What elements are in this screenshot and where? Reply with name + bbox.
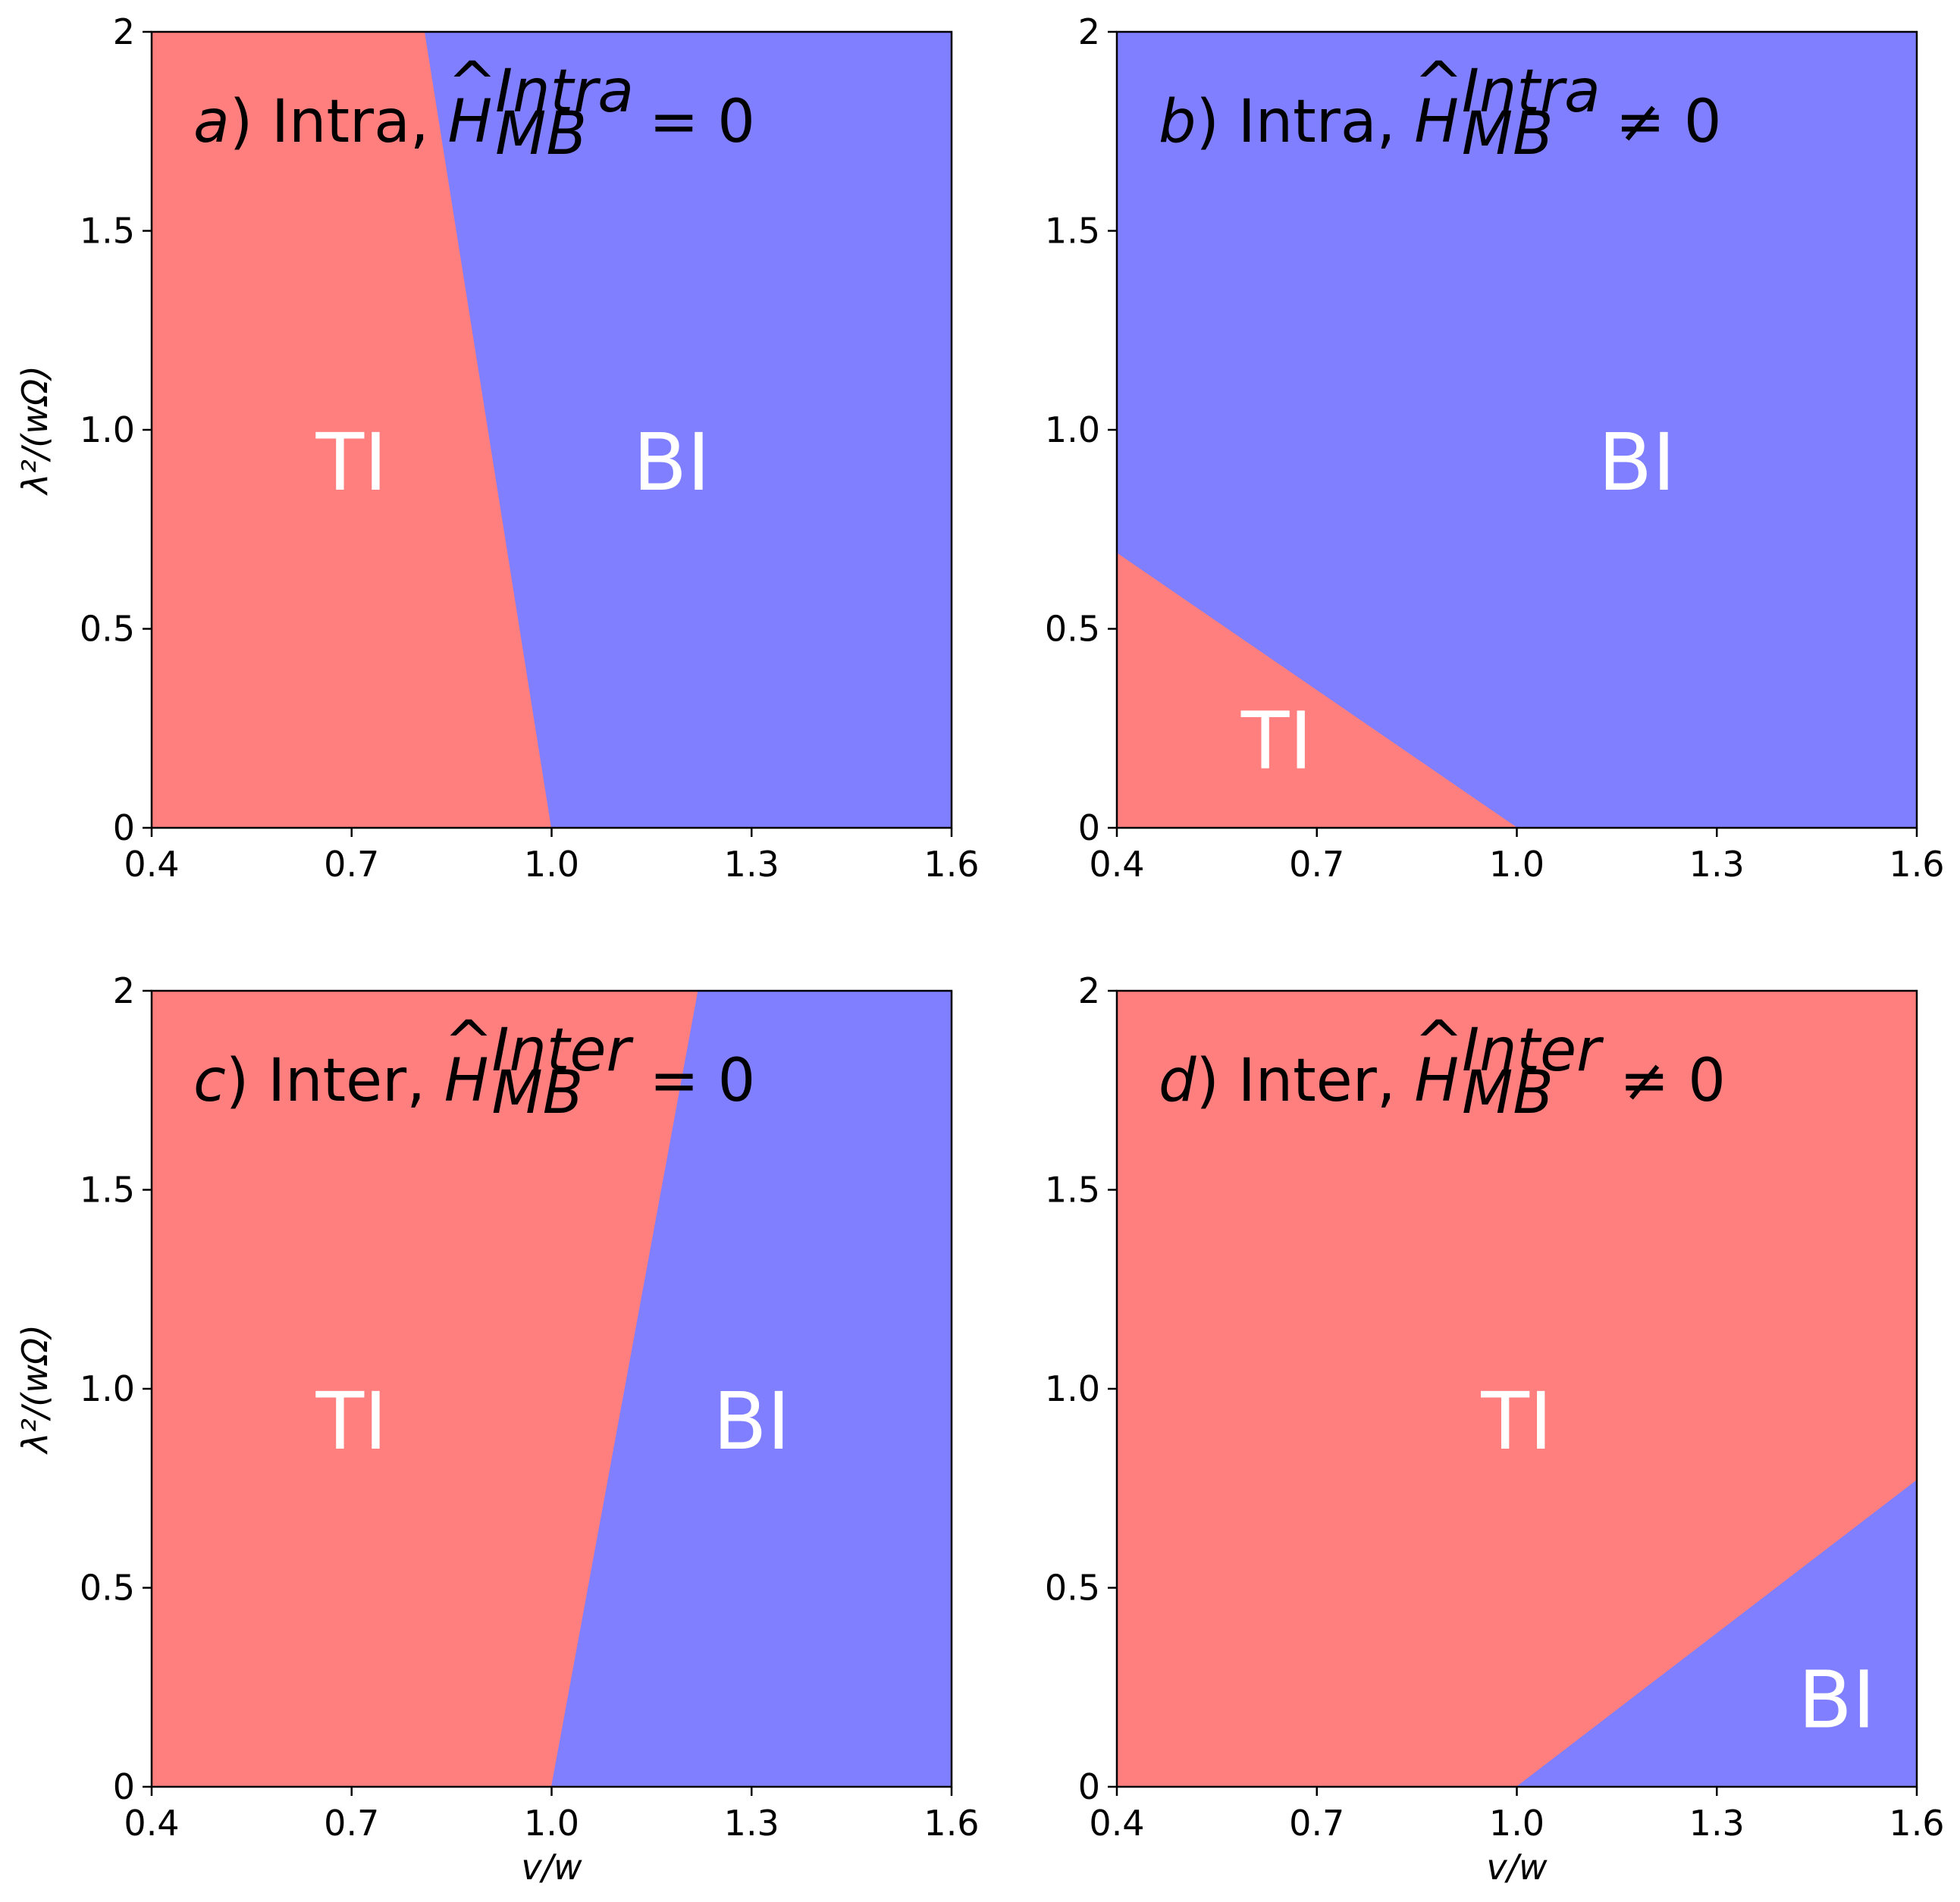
region-label-ti: TI <box>315 1375 387 1468</box>
x-tick-label: 0.7 <box>324 844 379 885</box>
panel-c: 0.4 0.7 1.0 1.3 1.6 0 0.5 1.0 1.5 2 λ²/(wΩ) v/w TI BI… <box>14 970 980 1888</box>
x-tick-label: 1.0 <box>524 844 579 885</box>
x-tick-label: 1.6 <box>924 844 979 885</box>
region-label-bi: BI <box>1598 416 1676 509</box>
x-axis-label: v/w <box>521 1847 582 1888</box>
y-tick-label: 0.5 <box>80 609 135 650</box>
y-tick-label: 0 <box>113 807 135 848</box>
region-label-bi: BI <box>633 416 710 509</box>
title-superscript: Intra <box>1462 58 1601 126</box>
region-label-bi: BI <box>1798 1653 1875 1746</box>
x-tick-label: 0.4 <box>124 1803 179 1844</box>
x-tick-label: 1.3 <box>724 844 779 885</box>
hat-accent: ^ <box>447 50 497 118</box>
region-label-ti: TI <box>315 416 387 509</box>
y-tick-label: 2 <box>113 970 135 1011</box>
panel-title-base: d) Inter, H <box>1159 1047 1459 1115</box>
panel-a: 0.4 0.7 1.0 1.3 1.6 0 0.5 1.0 1.5 2 λ²/(wΩ) TI BI a) … <box>14 11 980 885</box>
y-tick-label: 1.5 <box>80 211 135 252</box>
x-tick-label: 0.4 <box>1089 1803 1144 1844</box>
panel-title-base: a) Intra, H <box>193 88 492 156</box>
y-axis-label: λ²/(wΩ) <box>14 365 55 497</box>
y-tick-label: 1.5 <box>80 1170 135 1211</box>
y-tick-label: 1.0 <box>80 1368 135 1409</box>
panel-b: 0.4 0.7 1.0 1.3 1.6 0 0.5 1.0 1.5 2 BI TI b) Intra, … <box>1045 11 1945 885</box>
y-tick-label: 1.0 <box>1045 1368 1100 1409</box>
y-tick-label: 2 <box>113 11 135 52</box>
title-relation: ≠ 0 <box>1616 88 1722 156</box>
y-tick-label: 0 <box>1078 807 1100 848</box>
x-tick-label: 1.3 <box>724 1803 779 1844</box>
x-tick-label: 1.3 <box>1689 844 1745 885</box>
x-tick-label: 1.3 <box>1689 1803 1745 1844</box>
y-axis-label: λ²/(wΩ) <box>14 1324 55 1455</box>
panel-title-base: c) Inter, H <box>193 1047 488 1115</box>
hat-accent: ^ <box>1414 50 1463 118</box>
hat-accent: ^ <box>444 1009 493 1077</box>
title-relation: = 0 <box>649 88 755 156</box>
title-superscript: Intra <box>495 58 634 126</box>
x-tick-label: 1.0 <box>1489 1803 1544 1844</box>
y-tick-label: 1.5 <box>1045 1170 1100 1211</box>
title-subscript: MB <box>1462 100 1554 168</box>
hat-accent: ^ <box>1414 1009 1463 1077</box>
y-tick-label: 1.5 <box>1045 211 1100 252</box>
x-axis-label: v/w <box>1486 1847 1548 1888</box>
y-tick-label: 0 <box>1078 1766 1100 1807</box>
x-tick-label: 1.0 <box>524 1803 579 1844</box>
x-tick-label: 1.6 <box>1889 1803 1944 1844</box>
title-relation: = 0 <box>649 1047 755 1115</box>
title-subscript: MB <box>491 1059 583 1127</box>
region-label-ti: TI <box>1480 1375 1552 1468</box>
panel-title-base: b) Intra, H <box>1159 88 1459 156</box>
x-tick-label: 1.6 <box>924 1803 979 1844</box>
y-tick-label: 1.0 <box>1045 409 1100 450</box>
x-tick-label: 0.7 <box>1289 844 1344 885</box>
region-label-bi: BI <box>713 1375 790 1468</box>
y-tick-label: 0 <box>113 1766 135 1807</box>
x-tick-label: 0.7 <box>324 1803 379 1844</box>
title-relation: ≠ 0 <box>1620 1047 1726 1115</box>
x-tick-label: 0.4 <box>1089 844 1144 885</box>
y-tick-label: 2 <box>1078 970 1100 1011</box>
x-tick-label: 0.4 <box>124 844 179 885</box>
y-tick-label: 0.5 <box>1045 1568 1100 1609</box>
y-tick-label: 0.5 <box>80 1568 135 1609</box>
y-tick-label: 0.5 <box>1045 609 1100 650</box>
x-tick-label: 1.6 <box>1889 844 1944 885</box>
y-tick-label: 2 <box>1078 11 1100 52</box>
x-tick-label: 1.0 <box>1489 844 1544 885</box>
title-subscript: MB <box>1462 1059 1554 1127</box>
title-superscript: Inter <box>1462 1017 1604 1085</box>
title-superscript: Inter <box>491 1017 634 1085</box>
panel-d: 0.4 0.7 1.0 1.3 1.6 0 0.5 1.0 1.5 2 v/w TI BI d) Inte… <box>1045 970 1945 1888</box>
region-label-ti: TI <box>1240 694 1312 787</box>
title-subscript: MB <box>495 100 587 168</box>
y-tick-label: 1.0 <box>80 409 135 450</box>
x-tick-label: 0.7 <box>1289 1803 1344 1844</box>
